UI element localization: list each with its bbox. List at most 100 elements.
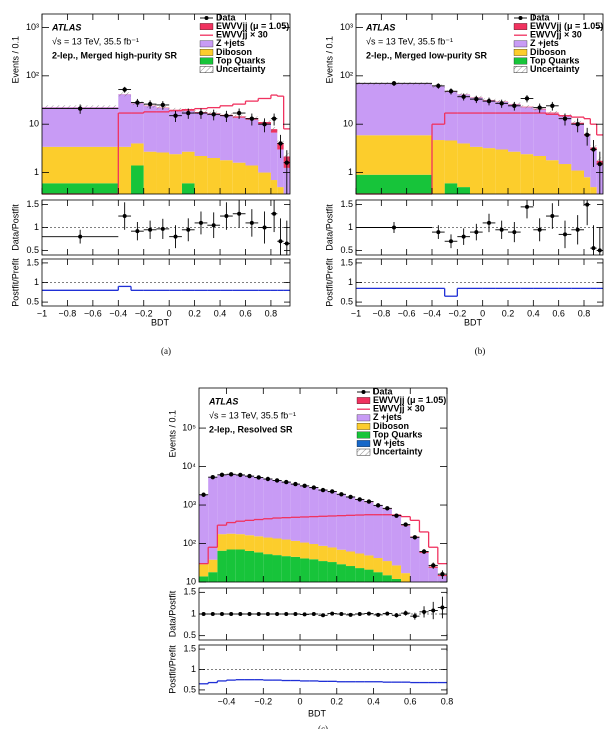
stack-bar bbox=[391, 578, 402, 582]
ratio-y-label: Data/Postfit bbox=[167, 590, 177, 637]
data-point bbox=[186, 110, 191, 116]
x-tick-label: 0.6 bbox=[404, 696, 417, 706]
stack-bar bbox=[345, 496, 356, 552]
stack-bar bbox=[327, 491, 337, 548]
x-tick-label: 0 bbox=[167, 308, 172, 318]
stack-bar bbox=[300, 558, 310, 582]
legend-swatch bbox=[356, 448, 371, 456]
stack-bar bbox=[226, 474, 236, 534]
y-tick-label: 10² bbox=[26, 70, 39, 80]
stack-bar bbox=[244, 535, 255, 551]
region-label: 2-lep., Merged low-purity SR bbox=[366, 50, 488, 60]
ratio-point bbox=[262, 225, 267, 230]
ratio-point bbox=[238, 612, 243, 616]
legend-label: Z +jets bbox=[373, 412, 402, 422]
stack-bar bbox=[169, 110, 182, 155]
legend-swatch bbox=[356, 423, 371, 430]
stack-bar bbox=[131, 165, 144, 194]
x-tick-label: 0.2 bbox=[502, 308, 515, 318]
stack-bar bbox=[318, 561, 328, 582]
stack-bar bbox=[270, 132, 278, 181]
stack-bar bbox=[245, 119, 259, 166]
data-point bbox=[265, 476, 271, 482]
stack-bar bbox=[309, 487, 319, 545]
ratio-point bbox=[284, 241, 289, 246]
stack-bar bbox=[118, 146, 132, 194]
region-label: 2-lep., Resolved SR bbox=[209, 424, 293, 434]
x-tick-label: −0.4 bbox=[218, 696, 236, 706]
stack-bar bbox=[482, 148, 496, 194]
legend-label: EWVVjj × 30 bbox=[530, 30, 582, 40]
ratio-point bbox=[474, 230, 479, 235]
x-tick-label: 0.2 bbox=[188, 308, 201, 318]
y-tick-label: 0.5 bbox=[26, 296, 39, 306]
ratio-point bbox=[229, 612, 234, 616]
stack-bar bbox=[355, 499, 365, 554]
ratio-y-label: Postfit/Prefit bbox=[167, 645, 177, 694]
stack-bar bbox=[118, 94, 132, 147]
stack-bar bbox=[208, 477, 218, 560]
stack-bar bbox=[309, 544, 319, 560]
ratio-point bbox=[311, 612, 316, 616]
legend-label: Top Quarks bbox=[216, 55, 265, 65]
stack-bar bbox=[220, 160, 233, 194]
legend-label: Diboson bbox=[530, 47, 566, 57]
ratio-point bbox=[591, 246, 596, 251]
stack-bar bbox=[401, 525, 411, 574]
data-point bbox=[421, 549, 427, 554]
data-point bbox=[440, 571, 445, 577]
x-tick-label: 0 bbox=[298, 696, 303, 706]
stack-bar bbox=[318, 489, 328, 546]
stack-bar bbox=[437, 576, 447, 582]
y-tick-label: 10³ bbox=[183, 499, 196, 509]
legend-label: EWVVjj (μ = 1.05) bbox=[530, 21, 603, 31]
stack-bar bbox=[194, 112, 208, 156]
stack-bar bbox=[156, 108, 170, 153]
stack-bar bbox=[208, 572, 218, 582]
y-tick-label: 1 bbox=[348, 277, 353, 287]
data-point bbox=[550, 103, 555, 109]
x-tick-label: 0.8 bbox=[265, 308, 278, 318]
ratio-point bbox=[330, 611, 335, 616]
data-point bbox=[412, 535, 418, 540]
stack-bar bbox=[254, 552, 264, 582]
data-point bbox=[262, 121, 267, 127]
ratio-point bbox=[135, 229, 140, 234]
legend-label: EWVVjj (μ = 1.05) bbox=[216, 21, 289, 31]
ratio-point bbox=[224, 214, 229, 219]
ratio-point bbox=[550, 214, 555, 219]
stack-bar bbox=[207, 114, 221, 158]
stack-bar bbox=[254, 477, 264, 537]
ratio-point bbox=[537, 227, 542, 232]
data-point bbox=[274, 478, 280, 483]
stack-bar bbox=[258, 172, 271, 194]
x-tick-label: −1 bbox=[351, 308, 361, 318]
data-point bbox=[122, 87, 127, 92]
ratio-point bbox=[512, 230, 517, 235]
y-tick-label: 1 bbox=[348, 222, 353, 232]
y-tick-label: 1 bbox=[191, 608, 196, 618]
data-point bbox=[339, 492, 344, 497]
stack-bar bbox=[208, 559, 218, 573]
stack-bar bbox=[281, 482, 291, 540]
stack-bar bbox=[290, 540, 301, 557]
uncertainty-band bbox=[169, 107, 182, 112]
energy-label: √s = 13 TeV, 35.5 fb⁻¹ bbox=[366, 36, 453, 46]
stack-bar bbox=[364, 569, 374, 582]
ratio-point bbox=[449, 239, 453, 244]
legend-label: Data bbox=[216, 12, 237, 22]
y-tick-label: 1.5 bbox=[183, 587, 196, 597]
data-point bbox=[77, 106, 83, 111]
stack-bar bbox=[199, 495, 209, 565]
stack-bar bbox=[546, 160, 559, 194]
ratio-point bbox=[160, 226, 165, 231]
x-tick-label: −0.2 bbox=[135, 308, 153, 318]
atlas-label: ATLAS bbox=[365, 22, 395, 32]
stack-bar bbox=[181, 151, 195, 184]
data-point bbox=[135, 100, 140, 105]
data-point bbox=[147, 101, 153, 107]
stack-bar bbox=[382, 509, 392, 562]
stack-bar bbox=[232, 117, 246, 163]
ratio-point bbox=[348, 612, 353, 617]
legend-label: EWVVjj × 30 bbox=[373, 404, 425, 414]
